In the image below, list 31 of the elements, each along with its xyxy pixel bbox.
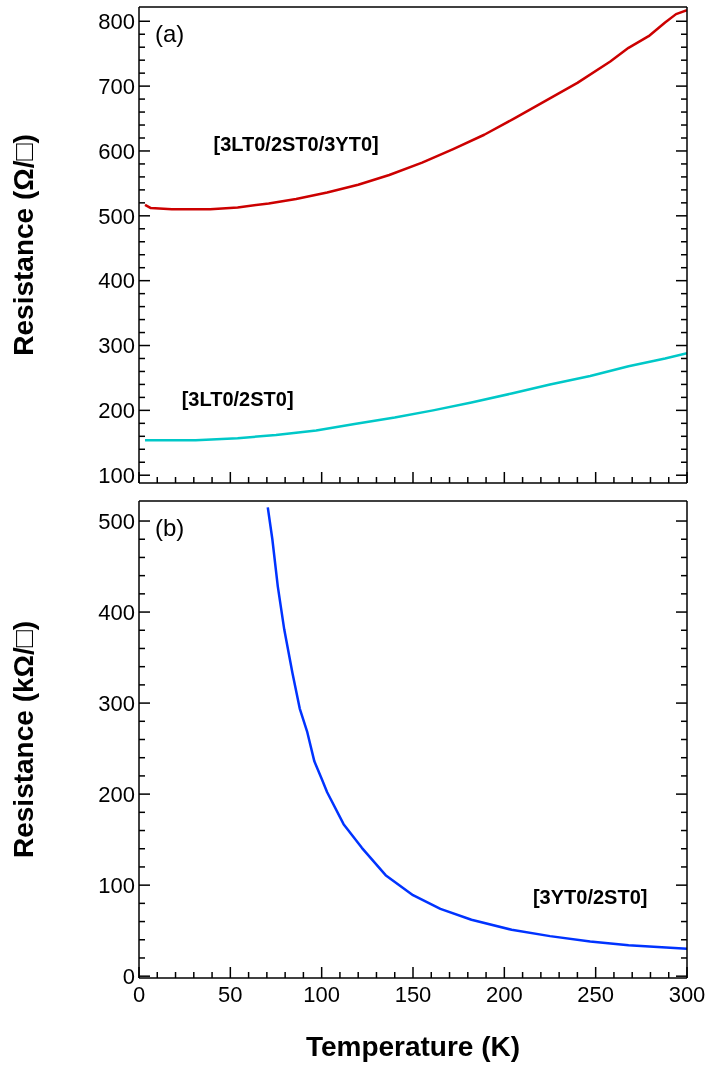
y-tick-label: 400 [98,268,135,294]
series-label: [3LT0/2ST0/3YT0] [213,132,379,155]
y-tick-label: 400 [98,599,135,625]
y-tick-label: 300 [98,333,135,359]
series-label: [3LT0/2ST0] [181,388,294,411]
y-tick-label: 200 [98,398,135,424]
y-axis-title: Resistance (Ω/□) [8,134,40,356]
x-tick-label: 200 [485,982,523,1007]
y-tick-label: 0 [122,963,135,989]
x-tick-label: 250 [577,982,615,1007]
line-series [143,8,687,211]
y-tick-label: 100 [98,462,135,488]
annotation: (b) [155,514,185,542]
y-tick-label: 800 [98,8,135,34]
y-tick-label: 700 [98,73,135,99]
y-tick-label: 500 [98,203,135,229]
x-axis-title: Temperature (K) [305,1031,521,1062]
x-tick-label: 50 [218,982,243,1007]
y-tick-label: 100 [98,872,135,898]
y-tick-label: 600 [98,138,135,164]
annotation: (a) [155,20,185,48]
x-tick-label: 300 [668,982,706,1007]
y-axis-title: Resistance (kΩ/□) [8,620,40,859]
series-label: [3YT0/2ST0] [532,885,648,908]
line-series [143,352,687,442]
y-tick-label: 300 [98,690,135,716]
y-tick-label: 500 [98,508,135,534]
x-tick-label: 100 [303,982,341,1007]
line-series [266,506,687,951]
y-tick-label: 200 [98,781,135,807]
x-tick-label: 150 [394,982,432,1007]
